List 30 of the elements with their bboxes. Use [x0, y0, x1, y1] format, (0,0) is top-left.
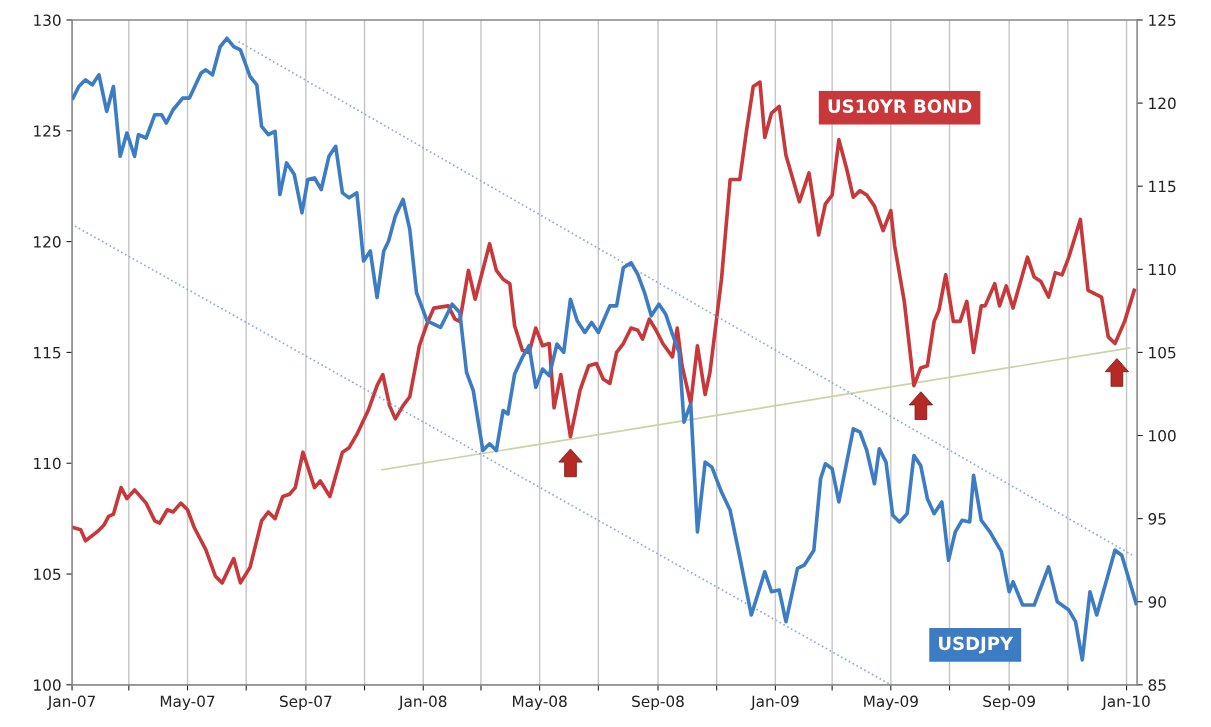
y2-tick-label: 85: [1148, 679, 1166, 691]
x-tick-label: Jan-07: [47, 695, 95, 710]
x-tick-label: Jan-10: [1101, 695, 1150, 710]
line-series: [72, 36, 1138, 662]
y-tick-label: 110: [34, 457, 61, 470]
y2-tick-label: 90: [1148, 596, 1166, 608]
x-tick-label: May-09: [864, 695, 918, 711]
y-tick-label: 115: [34, 347, 61, 359]
series-label: US10YR BOND: [828, 99, 972, 113]
y2-tick-label: 100: [1149, 429, 1176, 442]
y2-tick-label: 120: [1149, 97, 1176, 110]
x-tick-label: Sep-08: [632, 695, 684, 711]
y-tick-label: 100: [34, 679, 61, 691]
y2-tick-label: 95: [1148, 513, 1166, 525]
y2-tick-label: 125: [1149, 14, 1176, 27]
x-tick-label: Sep-09: [983, 695, 1035, 711]
x-tick-label: Jan-09: [750, 695, 799, 710]
y-tick-label: 130: [34, 14, 61, 27]
y2-tick-label: 110: [1149, 263, 1176, 276]
y-tick-label: 125: [34, 125, 61, 137]
x-tick-label: May-07: [160, 695, 215, 711]
y2-tick-label: 115: [1149, 180, 1176, 193]
y-tick-label: 120: [34, 236, 61, 248]
y2-tick-label: 105: [1149, 346, 1176, 359]
x-tick-label: May-08: [513, 695, 567, 711]
x-tick-label: Sep-07: [279, 695, 332, 711]
line-series: [72, 80, 1137, 585]
y-tick-label: 105: [34, 568, 61, 581]
x-tick-label: Jan-08: [398, 695, 447, 710]
series-label: USDJPY: [939, 636, 1014, 654]
